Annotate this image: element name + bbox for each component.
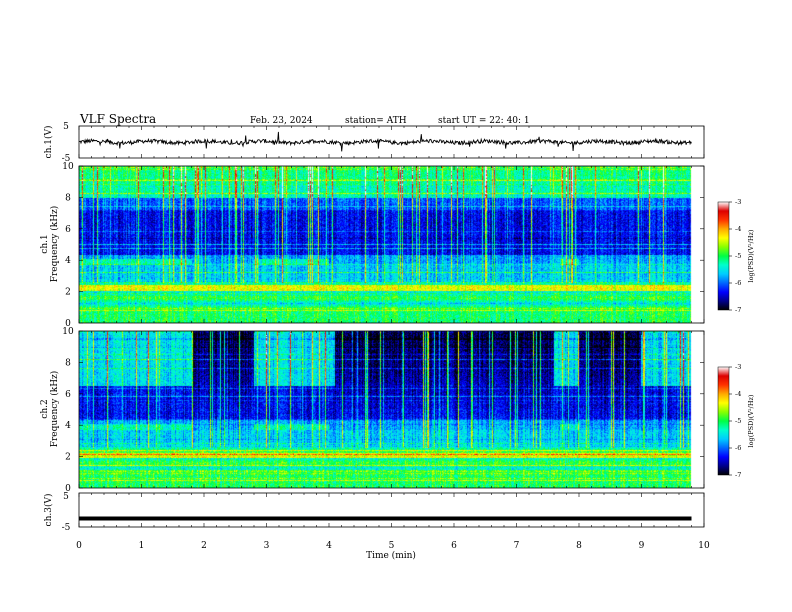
ch2-spectrogram [79, 331, 704, 488]
ch2-colorbar: -3 -4 -5 -6 -7 log(PSD)(V²/Hz) [717, 363, 755, 479]
x-tick-label: 2 [201, 541, 207, 551]
start-ut-label: start UT = 22: 40: 1 [438, 116, 530, 126]
ch1-spectrogram-panel: 0 2 4 6 8 10 ch.1 Frequency (kHz) [40, 162, 705, 329]
y-tick-label: 4 [65, 256, 71, 266]
x-tick-label: 6 [451, 541, 457, 551]
y-tick-label: 6 [65, 390, 71, 400]
x-tick-label: 5 [389, 541, 395, 551]
figure-title: VLF Spectra [79, 112, 156, 126]
ch2-spectrogram-ylabel-frequency: Frequency (kHz) [49, 371, 60, 448]
colorbar-tick-label: -6 [735, 444, 741, 452]
ch1-ylabel: ch.1(V) [43, 126, 54, 159]
ch1-spectrogram [79, 166, 704, 323]
ch1-trace [79, 131, 692, 152]
y-tick-label: 2 [65, 453, 71, 463]
x-tick-label: 1 [139, 541, 145, 551]
colorbar-tick-label: -4 [735, 225, 741, 233]
time-axis: 0 1 2 3 4 5 6 7 8 9 10 [76, 126, 710, 551]
colorbar-tick-label: -5 [735, 252, 741, 260]
colorbar-tick-label: -4 [735, 390, 741, 398]
x-tick-label: 10 [698, 541, 710, 551]
x-tick-label: 3 [264, 541, 270, 551]
ch1-colorbar-scale [717, 201, 730, 311]
x-tick-label: 8 [576, 541, 582, 551]
colorbar-tick-label: -3 [735, 363, 741, 371]
ch3-ytick-top: 5 [63, 492, 69, 502]
colorbar-tick-label: -6 [735, 279, 741, 287]
date-label: Feb. 23, 2024 [250, 116, 313, 126]
y-tick-label: 2 [65, 288, 71, 298]
ch1-ytick-top: 5 [63, 122, 69, 132]
ch3-waveform-panel: 5 -5 ch.3(V) [43, 492, 705, 533]
ch2-spectrogram-ylabel-channel: ch.2 [40, 399, 50, 418]
y-tick-label: 10 [62, 162, 74, 172]
ch1-ytick-bottom: -5 [62, 154, 71, 164]
ch1-colorbar: -3 -4 -5 -6 -7 log(PSD)(V²/Hz) [717, 198, 755, 314]
y-tick-label: 0 [65, 484, 71, 494]
colorbar-tick-label: -7 [735, 471, 741, 479]
colorbar-tick-label: -3 [735, 198, 741, 206]
x-tick-label: 0 [76, 541, 82, 551]
y-tick-label: 4 [65, 421, 71, 431]
colorbar-tick-label: -7 [735, 306, 741, 314]
ch2-spectrogram-panel: 0 2 4 6 8 10 ch.2 Frequency (kHz) [40, 327, 705, 494]
ch1-spectrogram-ylabel-frequency: Frequency (kHz) [49, 206, 60, 283]
colorbar-tick-label: -5 [735, 417, 741, 425]
ch2-colorbar-scale [717, 366, 730, 476]
ch3-frame [78, 492, 705, 528]
y-tick-label: 0 [65, 319, 71, 329]
station-label: station= ATH [345, 116, 407, 126]
ch3-trace [79, 516, 692, 521]
x-tick-label: 9 [639, 541, 645, 551]
ch1-waveform-panel: 5 -5 ch.1(V) [43, 122, 705, 164]
time-axis-label: Time (min) [366, 550, 416, 561]
x-tick-label: 4 [326, 541, 332, 551]
x-tick-label: 7 [514, 541, 520, 551]
ch3-ylabel: ch.3(V) [43, 494, 54, 527]
ch2-colorbar-label: log(PSD)(V²/Hz) [747, 394, 755, 447]
ch3-ytick-bottom: -5 [62, 523, 71, 533]
ch1-colorbar-label: log(PSD)(V²/Hz) [747, 229, 755, 282]
y-tick-label: 8 [65, 193, 71, 203]
y-tick-label: 10 [62, 327, 74, 337]
y-tick-label: 8 [65, 358, 71, 368]
ch1-spectrogram-ylabel-channel: ch.1 [40, 234, 50, 253]
y-tick-label: 6 [65, 225, 71, 235]
